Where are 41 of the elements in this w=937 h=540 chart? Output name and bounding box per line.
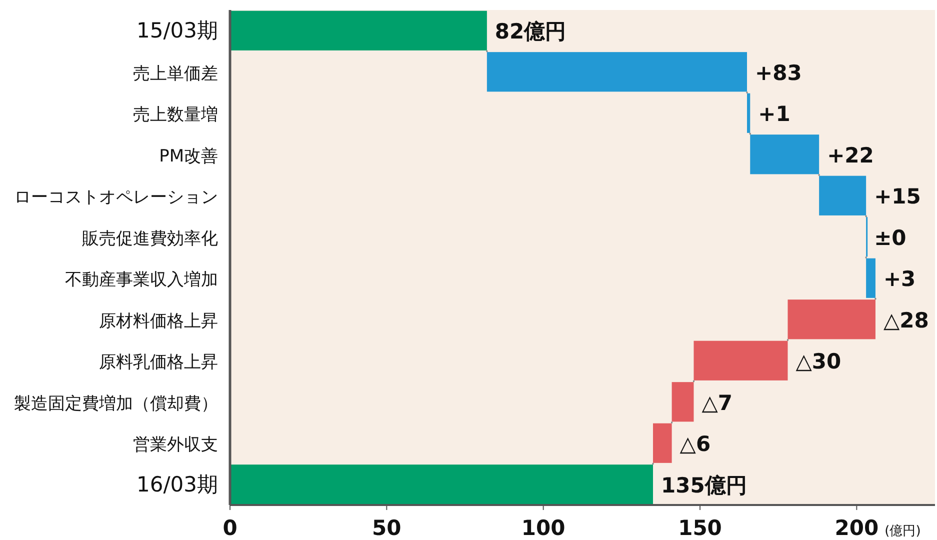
y-tick-label: 製造固定費増加（償却費）: [14, 394, 218, 414]
bar: [747, 93, 750, 133]
bar: [230, 10, 487, 50]
y-tick-label: 販売促進費効率化: [82, 228, 218, 249]
data-label: +22: [827, 143, 874, 168]
data-label: ±0: [874, 226, 906, 250]
y-tick-label: 16/03期: [136, 472, 218, 496]
bar: [230, 464, 653, 504]
y-tick-label: 売上数量増: [133, 105, 218, 126]
data-label: 82億円: [494, 20, 566, 44]
bar: [750, 134, 820, 174]
bar: [788, 300, 876, 340]
bar: [694, 340, 788, 380]
data-label: +3: [883, 267, 916, 292]
data-label: △7: [702, 390, 732, 415]
data-label: 135億円: [661, 473, 747, 498]
y-tick-label: 原材料価格上昇: [99, 311, 218, 332]
bar: [819, 176, 866, 216]
x-tick-label: 150: [678, 516, 722, 540]
x-tick-label: 50: [372, 516, 402, 540]
data-label: △6: [680, 432, 711, 456]
data-label: △30: [796, 350, 842, 374]
y-tick-label: ローコストオペレーション: [14, 188, 218, 208]
y-tick-label: 営業外収支: [133, 435, 218, 456]
x-axis-title: (億円): [884, 524, 921, 539]
y-tick-label: PM改善: [159, 146, 218, 166]
y-tick-label: 不動産事業収入増加: [65, 270, 218, 290]
data-label: △28: [883, 308, 929, 332]
y-tick-label: 原料乳価格上昇: [99, 352, 218, 373]
bar: [672, 382, 694, 422]
bar: [653, 423, 672, 463]
bar: [866, 258, 876, 298]
bar: [486, 52, 747, 92]
y-tick-label: 15/03期: [136, 18, 218, 43]
y-tick-label: 売上単価差: [133, 64, 218, 84]
data-label: +83: [755, 60, 802, 85]
x-tick-label: 200: [834, 516, 879, 540]
x-tick-label: 100: [521, 516, 566, 540]
data-label: +1: [758, 102, 790, 126]
data-label: +15: [874, 184, 921, 209]
x-tick-label: 0: [222, 516, 238, 540]
